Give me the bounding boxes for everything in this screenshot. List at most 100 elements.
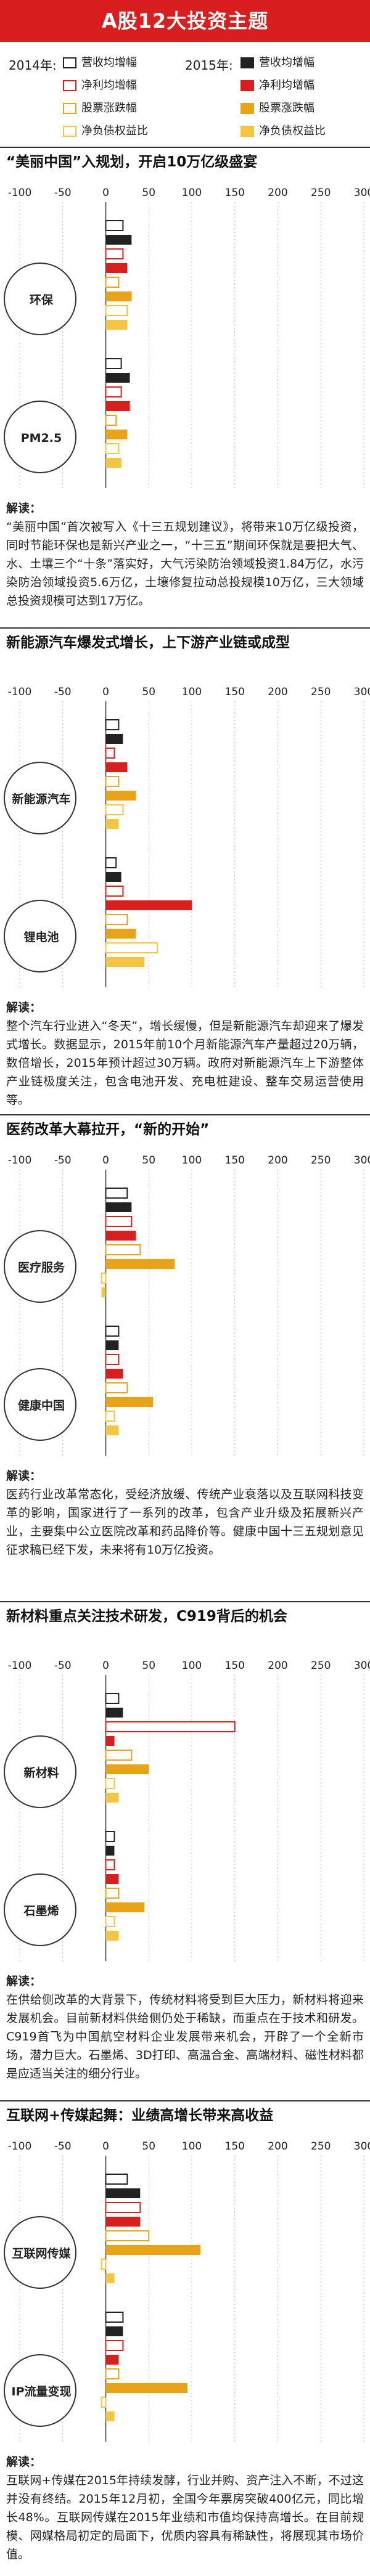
bar-0-1	[105, 1831, 115, 1842]
bar-6-0	[101, 1273, 107, 1284]
category-label: IP流量变现	[11, 2385, 72, 2399]
axis-tick-label: 200	[268, 686, 287, 698]
bar-2-0	[105, 2202, 141, 2213]
category-circle: 医疗服务	[4, 1230, 76, 1303]
axis-tick-label: -100	[8, 686, 32, 698]
category-circle: 石墨烯	[4, 1873, 76, 1946]
chart-internet-media: -100 -50 0 50 100 150 200 250 300	[8, 2140, 370, 2442]
bar-5-0	[105, 2245, 200, 2255]
bar-5-1	[105, 430, 128, 439]
section-beautiful-china: “美丽中国”入规划，开启10万亿级盛宴 -100 -50 0 50 100 150 200 2…	[0, 147, 370, 627]
category-label: 环保	[29, 293, 53, 307]
section-heading: 互联网+传媒起舞：业绩高增长带来高收益	[0, 2100, 370, 2131]
bar-4-1	[105, 914, 128, 925]
bar-1-1	[105, 1846, 115, 1856]
category-label: PM2.5	[20, 431, 62, 445]
axis-tick-label: 50	[142, 1154, 155, 1167]
bar-5-0	[105, 291, 132, 301]
category-label: 互联网传媒	[12, 2247, 71, 2260]
bar-3-1	[105, 2355, 119, 2365]
axis-tick-label: -100	[8, 1154, 32, 1167]
legend-swatch	[63, 103, 76, 114]
category-circle: 新能源汽车	[4, 762, 76, 834]
bar-2-0	[105, 248, 124, 259]
section-explanation: 解读： 医药行业改革常态化，受经济放缓、传统产业衰落以及互联网科技变革的影响，国…	[6, 1467, 364, 1559]
category-circle: 环保	[4, 263, 76, 335]
axis-tick-label: 100	[182, 2140, 202, 2153]
section-new-energy: 新能源汽车爆发式增长，上下游产业链或成型 -100 -50 0 50 100 150 200…	[0, 627, 370, 1114]
bar-7-0	[101, 1287, 106, 1297]
bar-2-1	[105, 2340, 124, 2351]
bar-7-1	[105, 1931, 119, 1941]
bar-6-1	[105, 443, 120, 454]
bar-4-1	[105, 1382, 128, 1393]
category-label: 健康中国	[17, 1399, 65, 1412]
bar-7-0	[105, 1793, 119, 1803]
legend-label: 净负债权益比	[259, 124, 326, 137]
axis-tick-label: 250	[311, 2140, 331, 2153]
bar-0-1	[105, 2312, 124, 2323]
legend-label: 股票涨跌幅	[81, 102, 137, 115]
category-circle: IP流量变现	[4, 2354, 76, 2427]
chart-new-energy: -100 -50 0 50 100 150 200 250 300	[8, 686, 370, 987]
section-explanation: 解读： 整个汽车行业进入“冬天”，增长缓慢，但是新能源汽车却迎来了爆发式增长。数…	[6, 998, 364, 1109]
axis-tick-label: -100	[8, 187, 32, 199]
legend-swatch	[240, 80, 254, 91]
bar-0-0	[105, 2174, 128, 2185]
bar-5-1	[105, 1902, 145, 1912]
axis-tick-label: 50	[142, 187, 155, 199]
axis-tick-label: 300	[354, 2140, 370, 2153]
bar-3-1	[105, 1369, 123, 1379]
legend-swatch	[240, 103, 254, 114]
bar-3-1	[105, 401, 130, 411]
explain-text: 在供给侧改革的大背景下，传统材料将受到巨大压力，新材料将迎来发展机会。目前新材料…	[6, 1993, 364, 2081]
axis-tick-label: 100	[182, 1154, 202, 1167]
bar-4-1	[105, 2368, 120, 2379]
axis-tick-label: 0	[102, 2140, 109, 2153]
legend-swatch	[63, 80, 76, 91]
axis-tick-label: 150	[225, 2140, 245, 2153]
axis-tick-label: 200	[268, 2140, 287, 2153]
legend-year-2015: 2015年:	[185, 58, 233, 73]
section-title: 新能源汽车爆发式增长，上下游产业链或成型	[6, 635, 290, 651]
section-heading: 新能源汽车爆发式增长，上下游产业链或成型	[0, 627, 370, 677]
axis-tick-label: -50	[54, 686, 72, 698]
legend-swatch	[240, 57, 254, 68]
axis-tick-label: 150	[225, 1660, 245, 1672]
section-title: 医药改革大幕拉开，“新的开始”	[6, 1122, 210, 1138]
axis-tick-label: 250	[311, 1154, 331, 1167]
category-circle: 健康中国	[4, 1368, 76, 1441]
bar-7-0	[105, 819, 119, 829]
category-label: 锂电池	[23, 931, 59, 944]
section-medical-reform: 医药改革大幕拉开，“新的开始” -100 -50 0 50 100 150 200 250 30…	[0, 1114, 370, 1601]
legend-swatch	[63, 57, 76, 68]
bar-0-1	[105, 1326, 120, 1337]
bar-6-0	[105, 305, 128, 316]
bar-3-0	[105, 762, 128, 772]
explain-text: “美丽中国”首次被写入《十三五规划建议》，将带来10万亿级投资，同时节能环保也是…	[6, 520, 364, 608]
bar-4-0	[105, 1244, 141, 1255]
bar-1-1	[105, 1340, 119, 1350]
legend-year-2014: 2014年:	[9, 58, 57, 73]
axis-tick-label: 0	[102, 1154, 109, 1167]
bar-1-1	[105, 872, 121, 882]
bar-1-0	[105, 1708, 123, 1718]
axis-tick-label: 150	[225, 187, 245, 199]
axis-tick-label: 0	[102, 686, 109, 698]
axis-tick-label: 200	[268, 1154, 287, 1167]
bar-6-0	[101, 2259, 107, 2270]
axis-tick-label: 0	[102, 187, 109, 199]
legend-label: 营收均增幅	[81, 56, 137, 69]
explain-text: 医药行业改革常态化，受经济放缓、传统产业衰落以及互联网科技变革的影响，国家进行了…	[6, 1488, 364, 1557]
bar-2-1	[105, 1354, 120, 1365]
axis-tick-label: 300	[354, 1154, 370, 1167]
bar-3-0	[105, 1736, 115, 1746]
page-title: A股12大投资主题	[101, 9, 269, 33]
axis-tick-label: 200	[268, 187, 287, 199]
bar-4-1	[105, 1888, 120, 1899]
bar-6-1	[105, 1916, 115, 1927]
bar-7-1	[105, 957, 145, 967]
legend-label: 净利均增幅	[81, 79, 137, 92]
axis-tick-label: 250	[311, 686, 331, 698]
axis-tick-label: 100	[182, 1660, 202, 1672]
